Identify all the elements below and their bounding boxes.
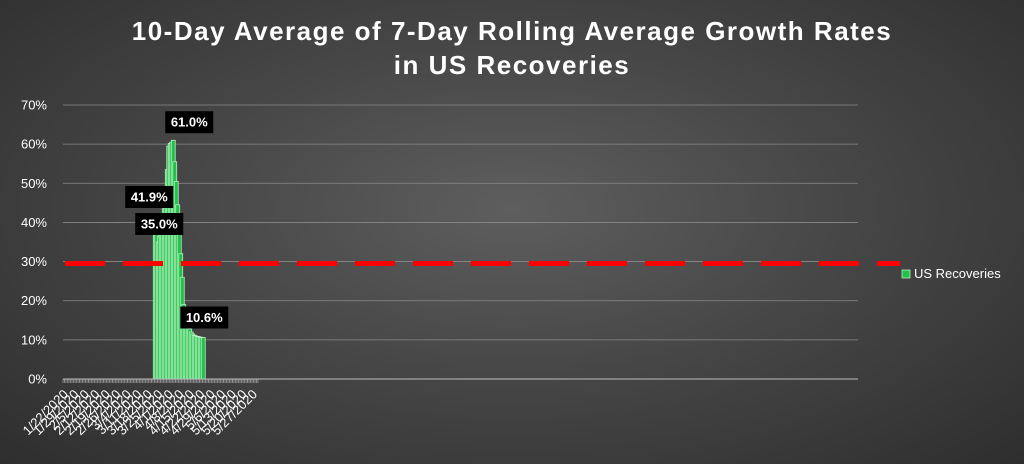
data-label-box <box>125 185 174 208</box>
x-axis-tick-labels: 1/22/20201/29/20202/5/20202/12/20202/19/… <box>20 387 261 439</box>
legend-swatch <box>901 269 911 279</box>
data-label-text: 35.0% <box>141 217 178 232</box>
y-tick-label: 60% <box>21 137 47 152</box>
data-label-box <box>165 111 214 134</box>
chart-title-line-1: 10-Day Average of 7-Day Rolling Average … <box>131 16 893 46</box>
data-label: 41.9% <box>125 185 174 208</box>
data-label-box <box>135 213 184 235</box>
legend: US Recoveries <box>901 266 1001 281</box>
y-tick-label: 30% <box>21 254 47 269</box>
legend-label: US Recoveries <box>914 266 1001 281</box>
bars <box>152 139 206 380</box>
data-label-text: 41.9% <box>131 189 168 204</box>
chart-title-line-2: in US Recoveries <box>393 50 631 80</box>
data-label: 10.6% <box>180 306 229 329</box>
data-labels: 41.9% 35.0% 61.0% 10.6% <box>125 111 229 329</box>
chart-title: 10-Day Average of 7-Day Rolling Average … <box>0 14 1024 82</box>
data-label: 61.0% <box>165 111 214 134</box>
data-label-box <box>180 306 229 329</box>
y-tick-label: 10% <box>21 332 47 347</box>
y-tick-label: 0% <box>28 372 47 387</box>
data-label-text: 10.6% <box>186 310 223 325</box>
y-axis-tick-labels: 0% 10% 20% 30% 40% 50% 60% 70% <box>21 98 47 387</box>
y-tick-label: 50% <box>21 176 47 191</box>
bar <box>200 337 206 380</box>
data-label: 35.0% <box>135 213 184 235</box>
y-tick-label: 40% <box>21 215 47 230</box>
y-tick-label: 20% <box>21 293 47 308</box>
x-axis <box>62 378 858 383</box>
data-label-text: 61.0% <box>171 115 208 130</box>
y-tick-label: 70% <box>21 98 47 113</box>
